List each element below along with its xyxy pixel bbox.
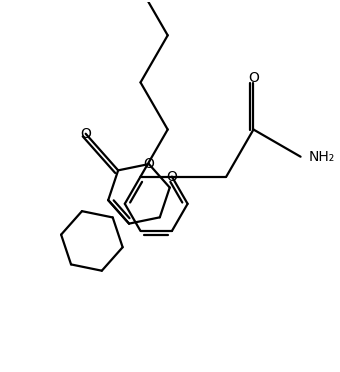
Text: O: O xyxy=(248,71,259,85)
Text: O: O xyxy=(167,170,177,184)
Text: O: O xyxy=(80,127,91,141)
Text: NH₂: NH₂ xyxy=(308,150,335,164)
Text: O: O xyxy=(143,157,154,171)
